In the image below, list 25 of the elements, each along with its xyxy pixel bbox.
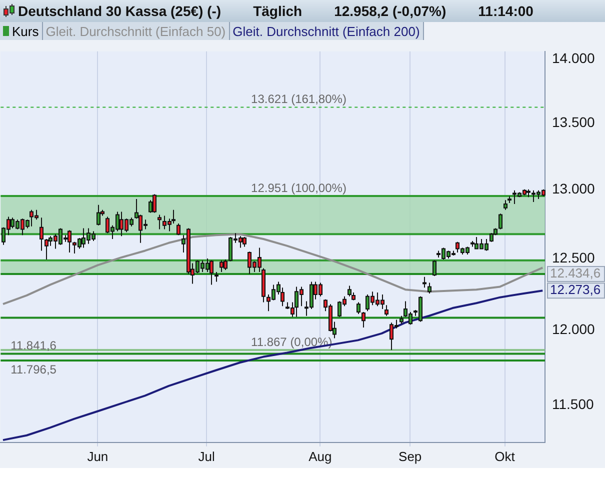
text: 12.958,2 (-0,07%) bbox=[334, 3, 446, 19]
data-label: 12.434,6 bbox=[550, 266, 601, 281]
x-tick-label: Aug bbox=[308, 448, 332, 464]
ref-line-label: 12.951 (100,00%) bbox=[251, 181, 346, 196]
ref-line-label: 11.796,5 bbox=[10, 362, 57, 376]
y-tick-label: 14.000 bbox=[552, 50, 596, 66]
x-tick-label: Sep bbox=[398, 448, 422, 464]
y-tick-label: 11.500 bbox=[552, 396, 594, 412]
chart-title: Deutschland 30 Kassa (25€) (-) bbox=[18, 3, 222, 19]
y-tick-label: 12.000 bbox=[552, 321, 596, 338]
text: Gleit. Durchschnitt (Einfach 50) bbox=[42, 22, 230, 40]
ref-line-label: 11.841,6 bbox=[10, 338, 57, 353]
ref-line-label: 11.867 (0,00%) bbox=[251, 334, 332, 349]
y-tick-label: 12.500 bbox=[552, 249, 596, 266]
y-tick-label: 13.500 bbox=[552, 114, 596, 130]
ref-line-label: 13.621 (161,80%) bbox=[251, 92, 346, 106]
data-label: 12.273,6 bbox=[550, 282, 601, 298]
text: 11:14:00 bbox=[478, 3, 534, 19]
text: Gleit. Durchschnitt (Einfach 200) bbox=[230, 22, 424, 40]
text: Täglich bbox=[253, 3, 302, 19]
x-tick-label: Jul bbox=[198, 448, 215, 464]
x-tick-label: Okt bbox=[494, 448, 516, 464]
y-tick-label: 13.000 bbox=[552, 180, 596, 196]
legend-label: Kurs bbox=[0, 22, 43, 40]
x-tick-label: Jun bbox=[87, 448, 108, 464]
